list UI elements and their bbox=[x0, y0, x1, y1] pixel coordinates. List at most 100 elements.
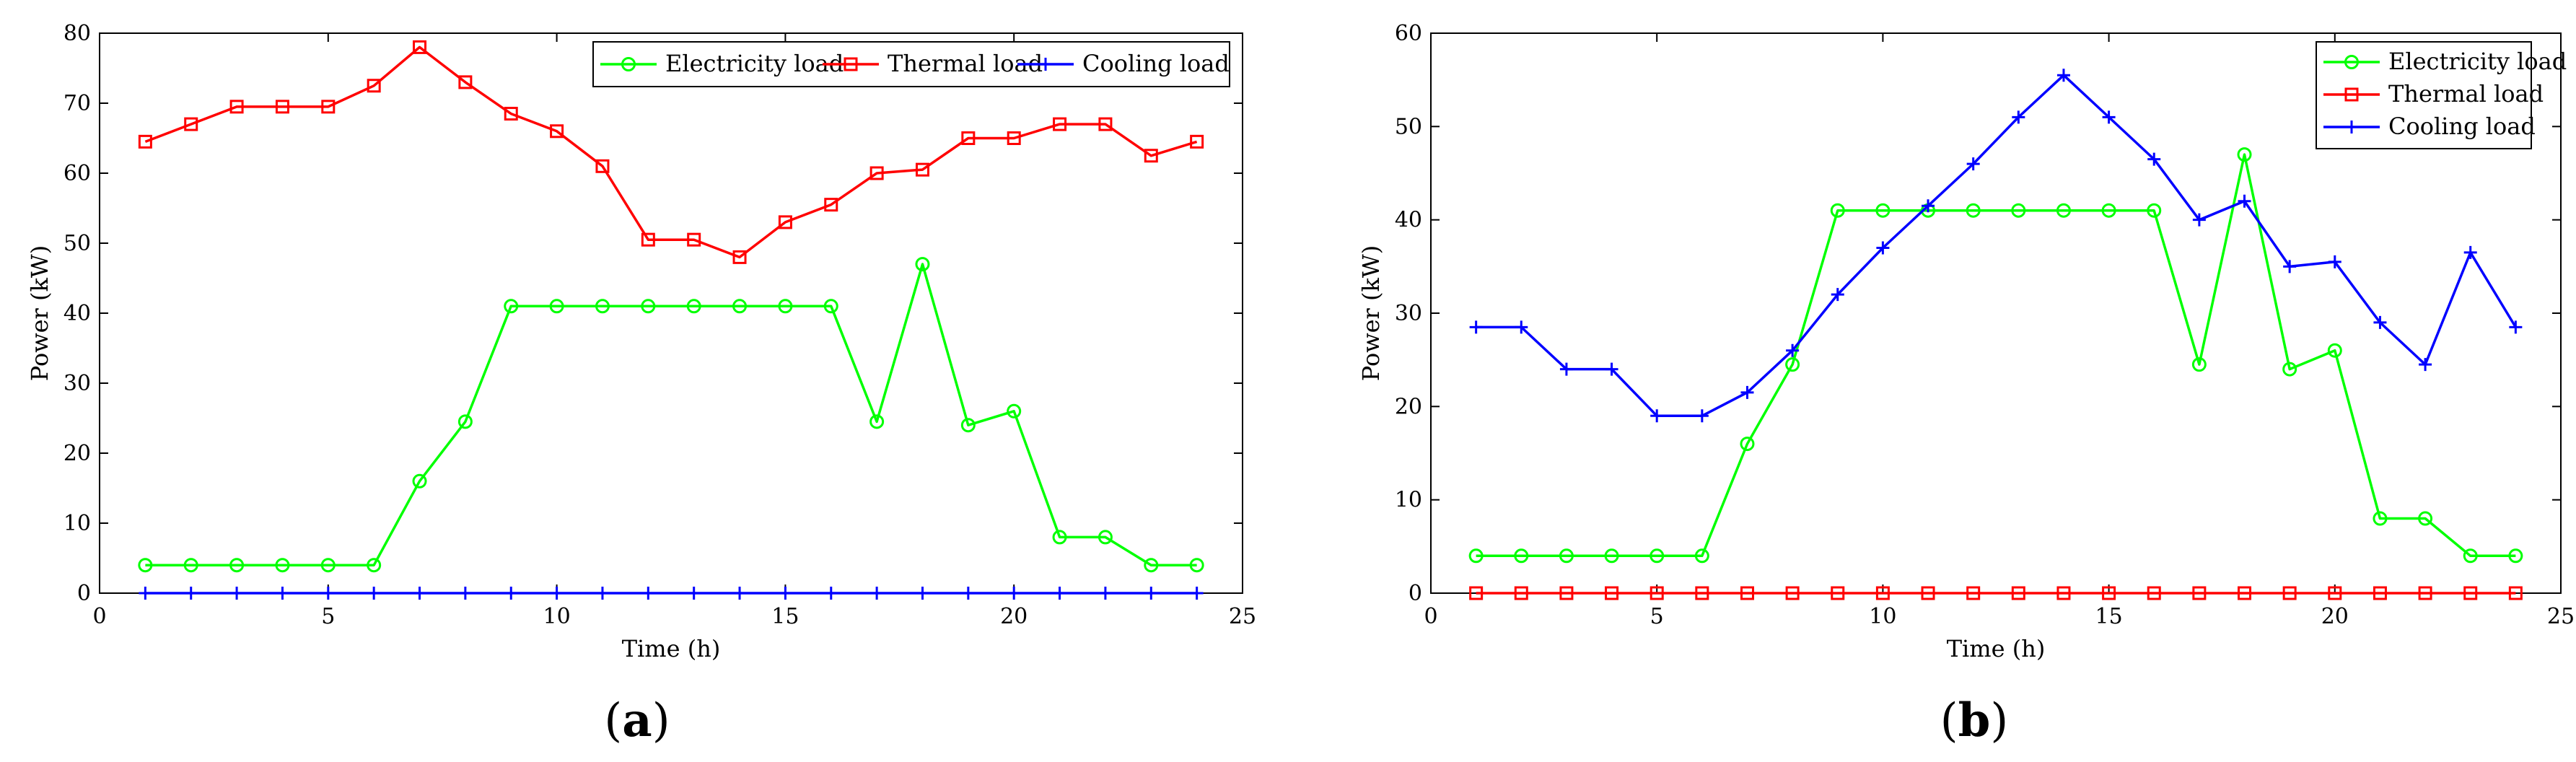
y-tick-label: 70 bbox=[63, 91, 91, 116]
data-point bbox=[916, 587, 929, 600]
series-cooling-load bbox=[1469, 69, 2523, 423]
data-point bbox=[1831, 586, 1845, 600]
data-point bbox=[2283, 260, 2297, 273]
data-point bbox=[275, 100, 289, 114]
legend-item: Thermal load bbox=[823, 50, 1043, 77]
series-thermal-load bbox=[1469, 586, 2523, 600]
x-axis-label: Time (h) bbox=[622, 635, 721, 662]
data-point bbox=[413, 40, 427, 54]
data-point bbox=[641, 232, 655, 247]
data-point bbox=[2147, 586, 2161, 600]
data-point bbox=[367, 79, 381, 93]
data-point bbox=[915, 257, 930, 272]
data-point bbox=[2192, 213, 2206, 227]
data-point bbox=[2418, 586, 2432, 600]
data-point bbox=[2509, 320, 2523, 334]
data-point bbox=[1740, 385, 1754, 399]
x-tick-label: 25 bbox=[2547, 604, 2575, 629]
y-tick-label: 30 bbox=[63, 371, 91, 396]
data-point bbox=[1515, 320, 1528, 334]
data-point bbox=[2328, 586, 2342, 600]
x-tick-label: 20 bbox=[2321, 604, 2349, 629]
data-point bbox=[1695, 409, 1709, 423]
data-point bbox=[367, 587, 381, 600]
data-point bbox=[1098, 530, 1113, 545]
data-point bbox=[2419, 358, 2432, 372]
legend-swatch-marker bbox=[2344, 87, 2359, 102]
data-point bbox=[1785, 586, 1800, 600]
data-point bbox=[2011, 203, 2026, 218]
data-point bbox=[1785, 357, 1800, 372]
data-point bbox=[1650, 586, 1664, 600]
y-tick-label: 30 bbox=[1395, 301, 1422, 326]
y-axis-label: Power (kW) bbox=[26, 245, 53, 382]
data-point bbox=[1921, 586, 1935, 600]
data-point bbox=[321, 100, 336, 114]
data-point bbox=[1514, 548, 1529, 564]
data-point bbox=[457, 414, 473, 429]
legend-label: Thermal load bbox=[888, 50, 1043, 77]
data-point bbox=[139, 587, 152, 600]
data-point bbox=[2328, 255, 2341, 268]
data-point bbox=[961, 131, 976, 145]
data-point bbox=[1786, 343, 1800, 357]
y-tick-label: 10 bbox=[63, 511, 91, 536]
data-point bbox=[1144, 587, 1158, 600]
x-axis-label: Time (h) bbox=[1947, 635, 2046, 662]
data-point bbox=[2508, 548, 2523, 564]
data-point bbox=[1875, 586, 1890, 600]
data-point bbox=[2147, 152, 2161, 166]
data-point bbox=[824, 198, 838, 212]
y-tick-label: 0 bbox=[1409, 581, 1422, 606]
data-point bbox=[869, 414, 885, 429]
data-point bbox=[778, 215, 792, 229]
legend-label: Electricity load bbox=[665, 50, 844, 77]
data-point bbox=[229, 558, 245, 573]
panel-label-letter: a bbox=[622, 693, 652, 748]
panel-label-letter: b bbox=[1958, 693, 1991, 748]
legend-label: Electricity load bbox=[2388, 48, 2567, 75]
data-point bbox=[2327, 343, 2342, 358]
panel-label: (a) bbox=[604, 693, 670, 748]
data-point bbox=[1695, 586, 1709, 600]
y-tick-label: 60 bbox=[1395, 21, 1422, 46]
legend-label: Thermal load bbox=[2388, 80, 2544, 108]
y-tick-label: 20 bbox=[1395, 394, 1422, 419]
panel-label: (b) bbox=[1940, 693, 2009, 748]
data-point bbox=[2102, 586, 2116, 600]
data-point bbox=[2102, 110, 2116, 124]
data-point bbox=[184, 587, 198, 600]
plot-area-frame bbox=[99, 32, 1243, 594]
data-point bbox=[960, 418, 976, 433]
data-point bbox=[2373, 586, 2387, 600]
x-tick-label: 5 bbox=[321, 604, 335, 629]
x-tick-label: 5 bbox=[1650, 604, 1664, 629]
series-thermal-load bbox=[138, 40, 1204, 264]
panel-label-open: ( bbox=[1940, 694, 1958, 748]
data-point bbox=[778, 299, 793, 314]
y-axis-label: Power (kW) bbox=[1357, 245, 1385, 382]
x-tick-label: 0 bbox=[1424, 604, 1437, 629]
data-point bbox=[1007, 587, 1021, 600]
y-tick-label: 40 bbox=[63, 301, 91, 326]
data-point bbox=[2282, 586, 2297, 600]
data-point bbox=[641, 299, 656, 314]
data-point bbox=[2011, 586, 2025, 600]
y-tick-label: 50 bbox=[1395, 114, 1422, 139]
x-tick-label: 20 bbox=[1000, 604, 1028, 629]
legend-swatch-marker bbox=[621, 57, 636, 71]
legend-label: Cooling load bbox=[2388, 113, 2536, 140]
x-tick-label: 10 bbox=[543, 604, 571, 629]
data-point bbox=[2192, 586, 2207, 600]
y-tick-label: 50 bbox=[63, 231, 91, 256]
data-point bbox=[1469, 320, 1483, 334]
data-point bbox=[549, 299, 564, 314]
data-point bbox=[1922, 199, 1935, 213]
legend-swatch-marker bbox=[1039, 58, 1052, 71]
data-point bbox=[1559, 548, 1574, 564]
panel-label-close: ) bbox=[1990, 694, 2008, 748]
data-point bbox=[641, 587, 655, 600]
data-point bbox=[1831, 288, 1844, 302]
y-tick-label: 0 bbox=[77, 581, 91, 606]
data-point bbox=[504, 107, 518, 121]
